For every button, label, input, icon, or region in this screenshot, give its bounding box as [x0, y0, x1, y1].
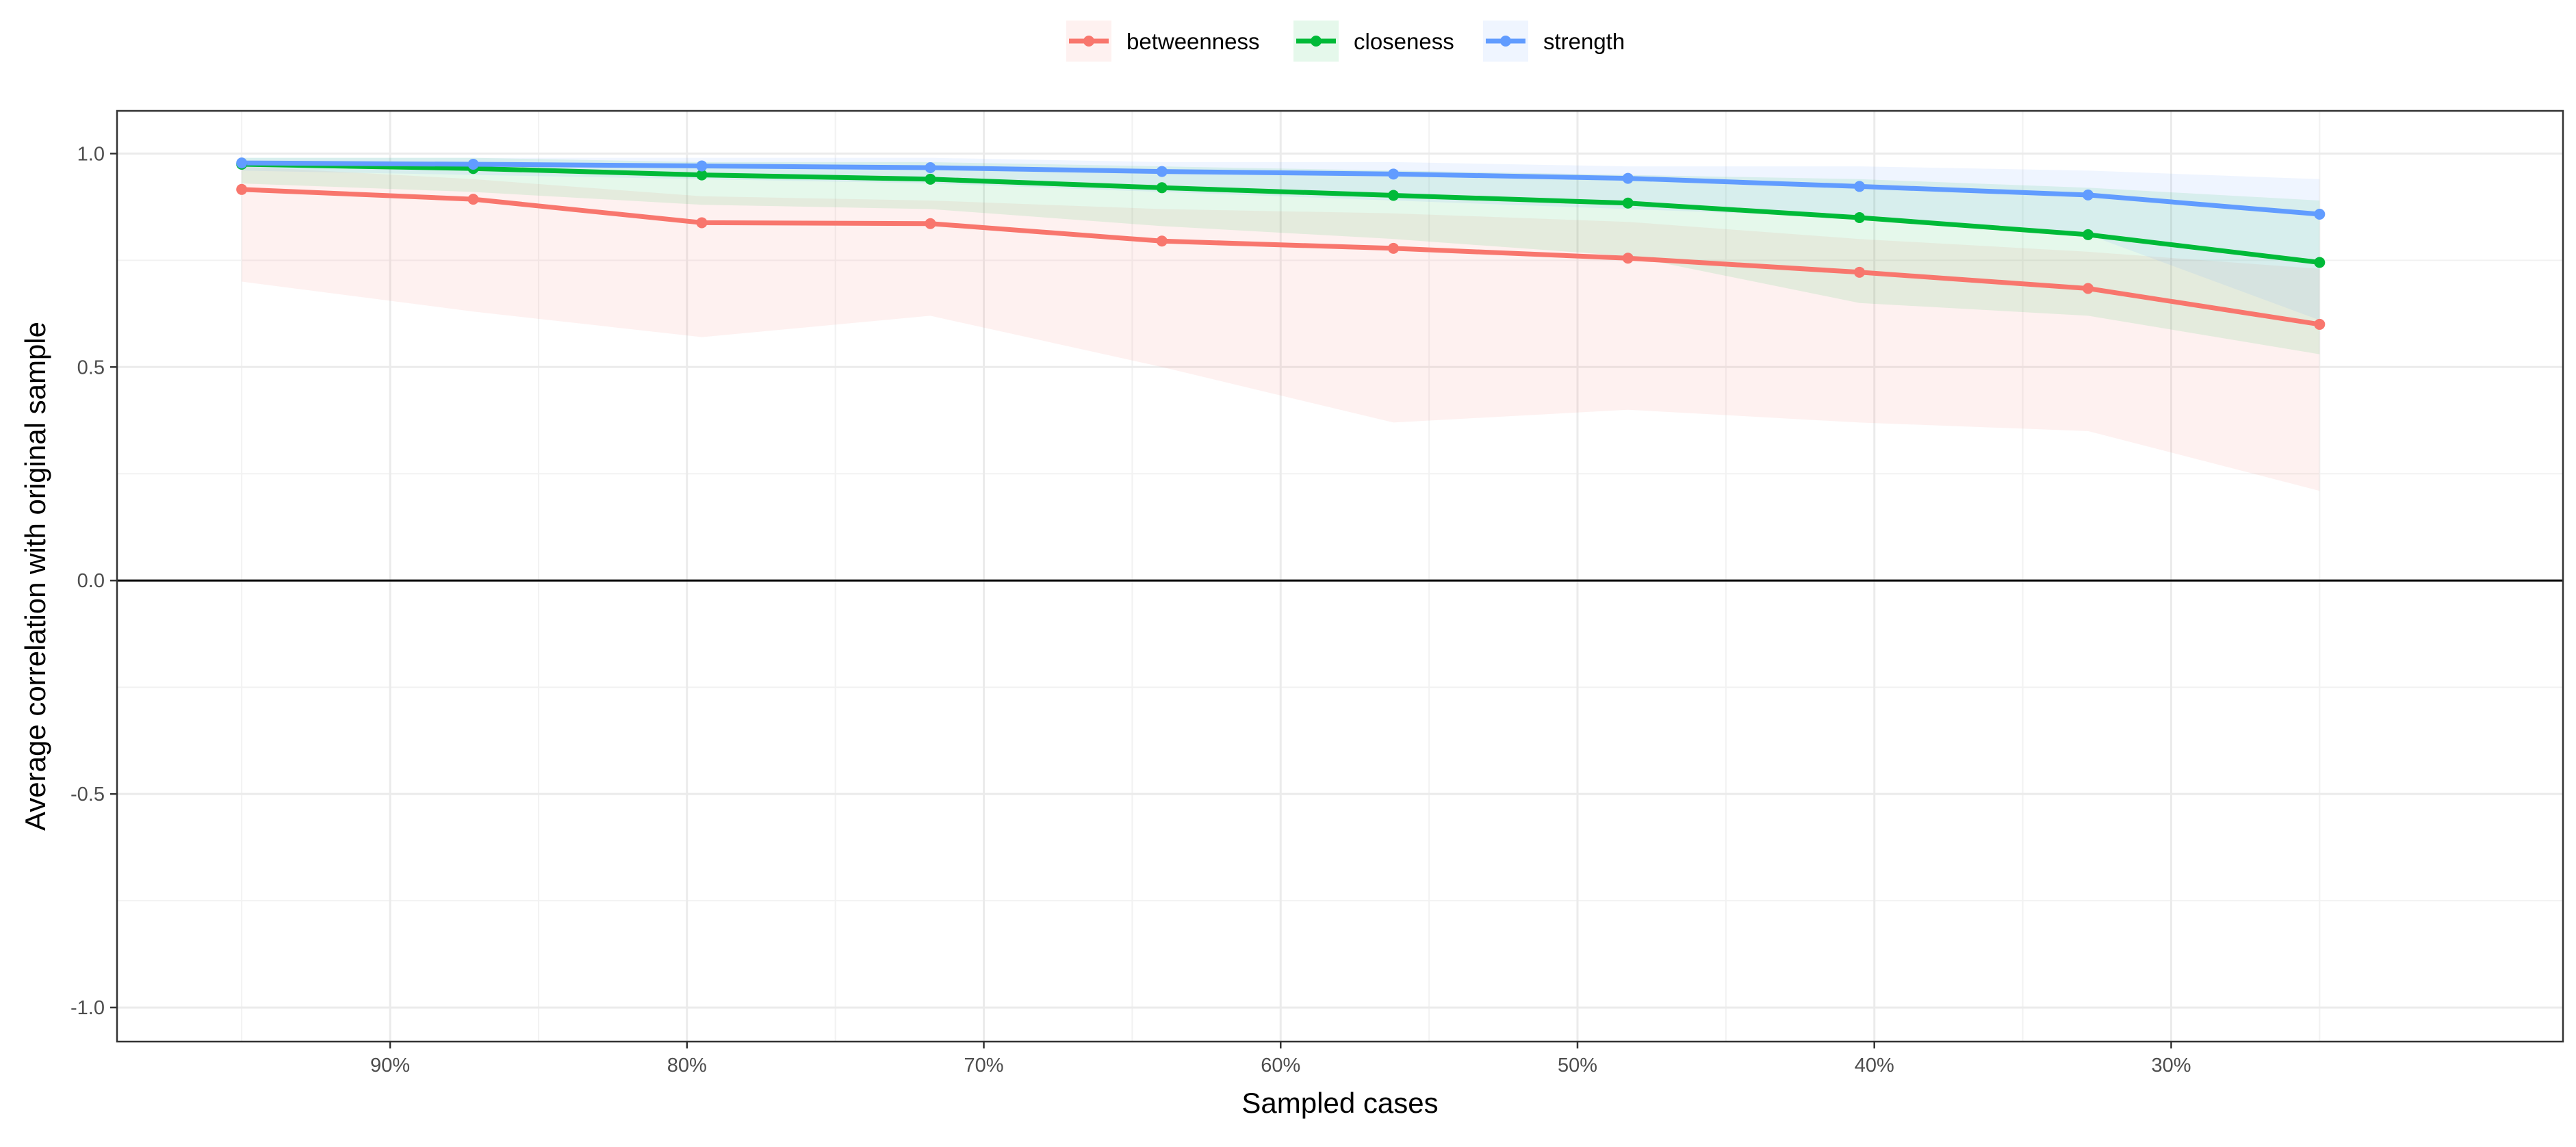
legend-key-point-betweenness	[1083, 36, 1094, 47]
x-tick-label: 30%	[2151, 1055, 2191, 1077]
closeness-ribbon	[242, 157, 2320, 355]
closeness-point	[925, 173, 936, 185]
x-tick-label: 80%	[667, 1055, 707, 1077]
series-points	[236, 157, 2326, 330]
y-tick-label: -0.5	[70, 784, 105, 806]
legend-label-strength: strength	[1543, 29, 1625, 54]
plot-panel-border	[116, 109, 2564, 1043]
strength-point	[236, 157, 248, 169]
strength-ribbon	[242, 157, 2320, 320]
betweenness-line	[242, 187, 2320, 327]
betweenness-point	[1622, 253, 1634, 264]
x-tick-label: 60%	[1261, 1055, 1300, 1077]
strength-point	[1156, 166, 1168, 177]
legend-key-point-strength	[1500, 36, 1511, 47]
y-tick-label: 0.0	[77, 570, 105, 592]
legend-label-betweenness: betweenness	[1126, 29, 1259, 54]
betweenness-point	[467, 194, 479, 205]
betweenness-point	[2314, 318, 2326, 330]
y-axis: 1.0 0.5 0.0 -0.5 -1.0	[70, 143, 117, 1019]
legend-label-closeness: closeness	[1354, 29, 1454, 54]
betweenness-point	[1156, 235, 1168, 247]
closeness-point	[696, 169, 708, 181]
y-tick-label: 0.5	[77, 357, 105, 378]
closeness-point	[2314, 257, 2326, 268]
strength-point	[925, 162, 936, 173]
legend-key-point-closeness	[1311, 36, 1322, 47]
series-lines	[242, 160, 2320, 327]
strength-point	[1388, 168, 1400, 180]
y-tick-label: 1.0	[77, 143, 105, 165]
closeness-point	[2083, 229, 2094, 240]
x-axis: 90% 80% 70% 60% 50% 40% 30%	[370, 1042, 2191, 1077]
y-axis-title: Average correlation with original sample	[19, 322, 51, 831]
strength-point	[1622, 172, 1634, 184]
strength-point	[2314, 208, 2326, 220]
closeness-point	[1854, 211, 1866, 223]
closeness-point	[1622, 197, 1634, 209]
betweenness-point	[236, 183, 248, 195]
closeness-point	[1156, 182, 1168, 194]
betweenness-point	[1854, 266, 1866, 278]
strength-point	[2083, 189, 2094, 201]
betweenness-point	[925, 218, 936, 229]
strength-line	[242, 160, 2320, 217]
y-tick-label: -1.0	[70, 997, 105, 1019]
strength-point	[696, 160, 708, 172]
x-tick-label: 40%	[1855, 1055, 1894, 1077]
closeness-point	[1388, 190, 1400, 201]
x-tick-label: 90%	[370, 1055, 410, 1077]
strength-point	[1854, 181, 1866, 192]
confidence-ribbons	[242, 157, 2320, 491]
strength-point	[467, 158, 479, 170]
closeness-line	[242, 162, 2320, 265]
plot-panel-background	[117, 111, 2563, 1042]
x-axis-title: Sampled cases	[1241, 1087, 1438, 1119]
betweenness-point	[1388, 242, 1400, 254]
betweenness-ribbon	[242, 166, 2320, 491]
betweenness-point	[2083, 283, 2094, 294]
betweenness-point	[696, 217, 708, 229]
legend: betweenness closeness strength	[1066, 21, 1625, 62]
x-tick-label: 70%	[964, 1055, 1003, 1077]
x-tick-label: 50%	[1558, 1055, 1597, 1077]
grid-lines	[117, 111, 2563, 1042]
